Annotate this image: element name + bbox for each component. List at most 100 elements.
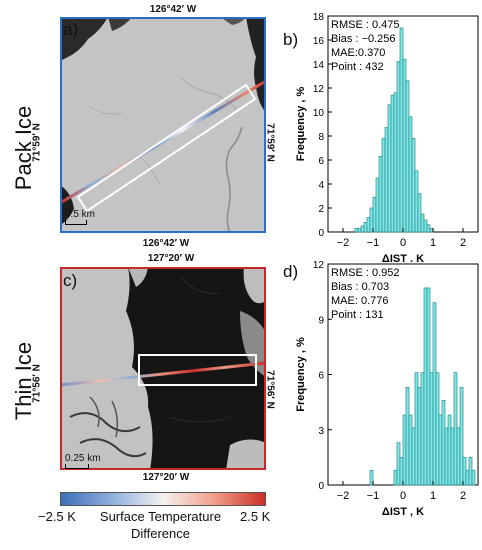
histogram-bar [411,427,416,486]
histogram-bar [441,399,446,486]
stats-line: Bias : 0.703 [331,281,389,293]
histogram-bar [369,469,374,486]
y-tick-label: 2 [318,204,324,215]
x-tick-label: 2 [460,237,466,249]
x-axis-label: ΔIST , K [382,253,424,262]
map-a-letter: a) [63,20,79,39]
x-axis-label: ΔIST , K [382,506,424,518]
map-a-panel: a) 0.5 km [60,17,266,233]
histogram-bar [399,27,404,233]
histogram-bar [432,302,437,486]
x-tick-label: −1 [367,237,380,249]
map-a-lon-top: 126°42′ W [149,4,197,15]
histogram-bar [405,80,410,233]
histogram-bar [396,61,401,233]
histogram-bar [357,228,362,233]
y-tick-label: 4 [318,180,324,191]
map-c-lon-top: 127°20′ W [147,253,195,264]
histogram-bar [450,427,455,486]
histogram-bar [420,213,425,233]
x-tick-label: −2 [337,490,350,502]
histogram-bar [465,469,470,486]
x-tick-label: 0 [400,490,406,502]
colorbar-title-line1: Surface Temperature [99,509,222,524]
map-a-scalebar-label: 0.5 km [65,209,96,220]
y-tick-label: 16 [313,36,325,47]
map-c-panel: c) 0.25 km [60,267,266,470]
histogram-bar [381,138,386,233]
histogram-bar [375,177,380,233]
histogram-bar [471,469,476,486]
x-tick-label: 2 [460,490,466,502]
histogram-bar [396,442,401,486]
histogram-bar [447,414,452,486]
histogram-bar [408,414,413,486]
map-c-letter: c) [63,271,78,290]
map-a-scalebar: 0.5 km [65,209,95,225]
hist-d-letter: d) [283,262,299,281]
histogram-bar [414,372,419,486]
stats-line: Point : 432 [331,61,384,73]
y-tick-label: 9 [318,315,324,326]
histogram-bar [411,138,416,233]
histogram-bar [423,287,428,486]
hist-b-letter: b) [283,30,299,49]
histogram-bar [393,469,398,486]
y-tick-label: 3 [318,426,324,437]
y-tick-label: 12 [313,84,325,95]
y-tick-label: 6 [318,156,324,167]
x-tick-label: −1 [367,490,380,502]
y-tick-label: 10 [313,108,325,119]
map-c-lat-right: 71°56′ N [264,370,276,409]
histogram-bar [444,427,449,486]
map-c-lat-left: 71°56′ N [31,364,43,403]
stats-line: RMSE : 0.952 [331,267,399,279]
histogram-bar [387,104,392,233]
histogram-bar [438,414,443,486]
stats-line: MAE: 0.776 [331,295,388,307]
stats-line: Point : 131 [331,309,384,321]
histogram-bar [462,457,467,486]
histogram-bar [393,92,398,233]
map-a-lon-bottom: 126°42′ W [142,238,190,249]
histogram-bar [372,196,377,233]
histogram-bar [405,387,410,486]
colorbar [60,492,266,506]
histogram-bar [435,372,440,486]
histogram-bar [459,387,464,486]
histogram-bar [408,116,413,233]
histogram-bar [354,228,359,233]
histogram-bar [366,217,371,233]
y-tick-label: 6 [318,371,324,382]
histogram-bar [468,457,473,486]
map-a-lat-right: 71°59′ N [264,123,276,162]
histogram-bar [363,222,368,233]
histogram-bar [417,387,422,486]
y-tick-label: 0 [318,481,324,492]
y-tick-label: 0 [318,228,324,239]
x-tick-label: 0 [400,237,406,249]
histogram-bar [456,427,461,486]
map-c-scalebar-label: 0.25 km [65,453,101,464]
histogram-bar [429,372,434,486]
histogram-bar [423,219,428,233]
x-tick-label: −2 [337,237,350,249]
x-tick-label: 1 [430,237,436,249]
map-a-image [60,17,266,233]
stats-line: MAE:0.370 [331,47,385,59]
histogram-bar [378,156,383,233]
histogram-bar [426,224,431,233]
colorbar-max-label: 2.5 K [240,509,271,524]
histogram-bar [399,457,404,486]
y-tick-label: 18 [313,12,325,23]
stats-line: RMSE : 0.475 [331,19,399,31]
histogram-bar [402,414,407,486]
y-axis-label: Frequency , % [295,337,307,412]
histogram-bar [402,58,407,233]
histogram-bar [426,287,431,486]
map-c-scalebar: 0.25 km [65,453,101,469]
stats-line: Bias : −0.256 [331,33,396,45]
y-tick-label: 8 [318,132,324,143]
